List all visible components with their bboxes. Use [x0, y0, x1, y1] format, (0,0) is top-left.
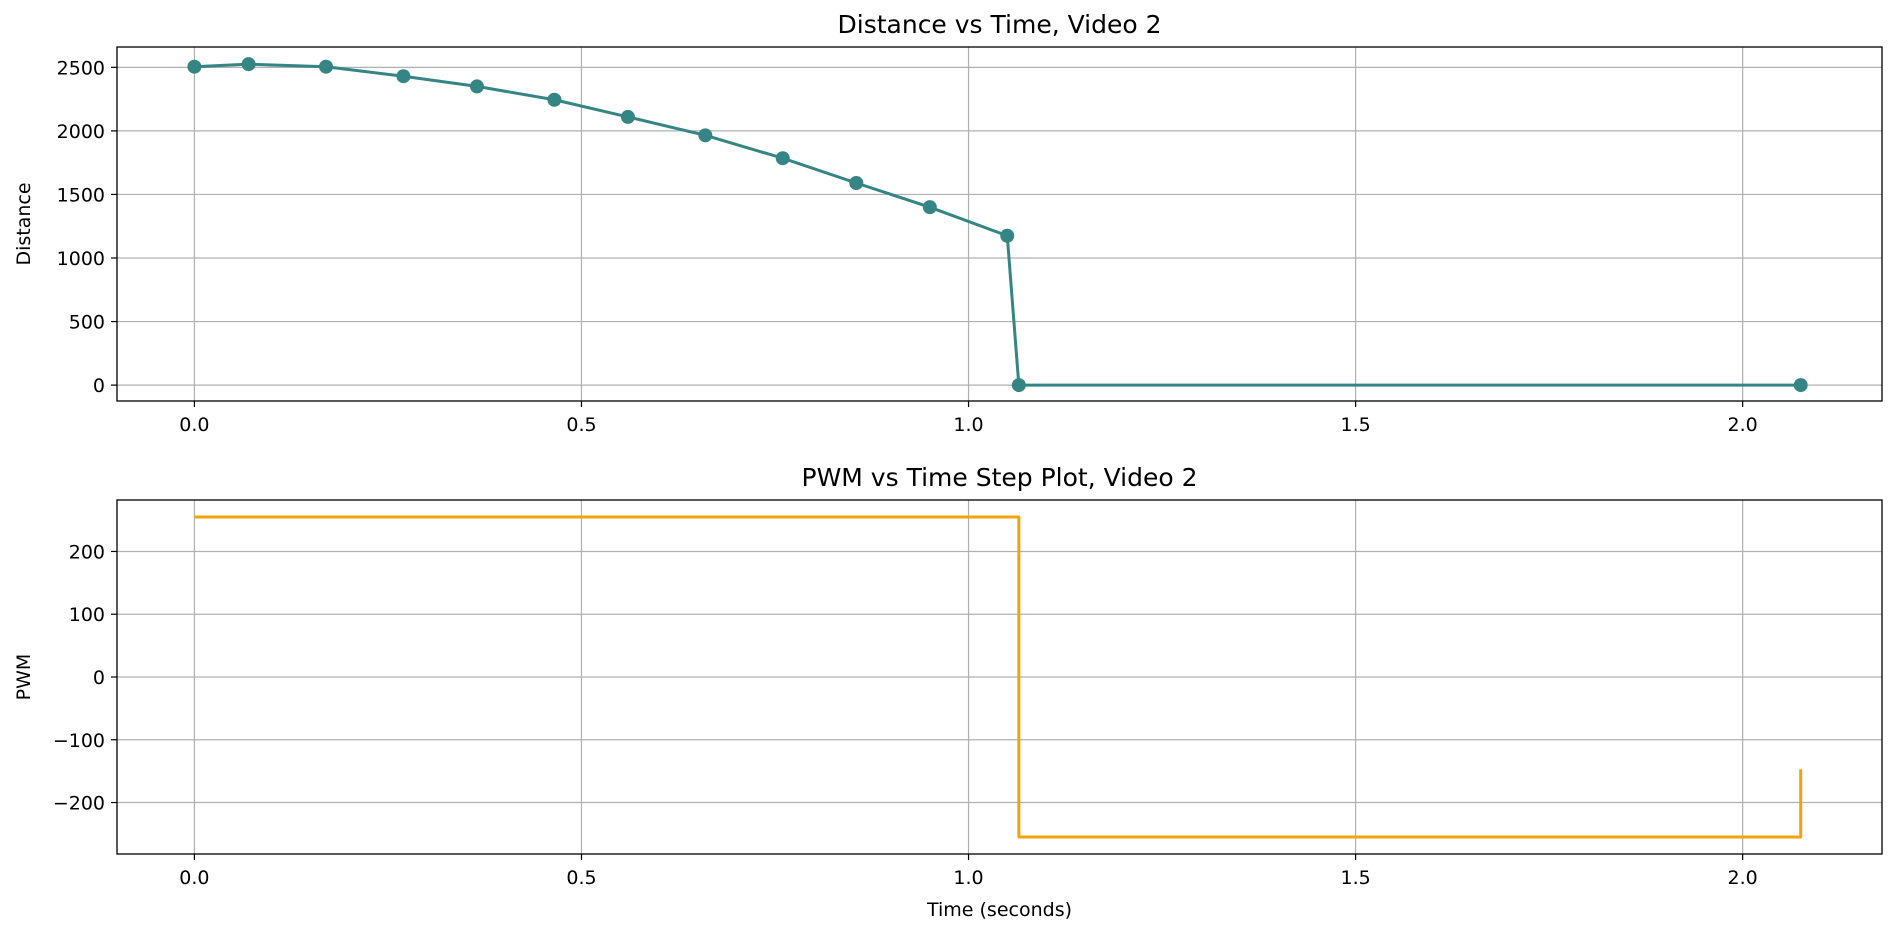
- pwm-series: [194, 515, 1803, 839]
- pwm-ytick-label: 0: [93, 667, 105, 689]
- distance-data-point: [620, 109, 635, 124]
- pwm-chart-frame: [116, 499, 1883, 855]
- distance-data-point: [1793, 378, 1808, 393]
- distance-ytick-label: 2500: [57, 57, 105, 79]
- distance-xtick-label: 0.0: [179, 414, 209, 436]
- distance-chart-ticks: 0.0 0.5 1.0 1.5 2.0 0 500 1000 1500 2000 2500: [57, 57, 1758, 436]
- distance-ytick-label: 1500: [57, 184, 105, 206]
- pwm-chart-title: PWM vs Time Step Plot, Video 2: [802, 463, 1198, 492]
- distance-series-line: [194, 62, 1801, 387]
- pwm-chart-ylabel: PWM: [13, 654, 35, 701]
- distance-data-point: [1011, 378, 1026, 393]
- distance-ytick-label: 500: [69, 312, 105, 334]
- distance-series: [187, 57, 1808, 393]
- pwm-ytick-label: −100: [53, 730, 105, 752]
- distance-ytick-label: 2000: [57, 121, 105, 143]
- distance-chart-ylabel: Distance: [13, 182, 35, 265]
- pwm-chart-ticks: 0.0 0.5 1.0 1.5 2.0 −200 −100 0 100 200: [53, 541, 1758, 889]
- pwm-chart-xlabel: Time (seconds): [926, 899, 1072, 921]
- distance-ytick-label: 0: [93, 375, 105, 397]
- distance-data-point: [396, 69, 411, 84]
- pwm-xtick-label: 0.5: [566, 867, 596, 889]
- distance-data-point: [547, 92, 562, 107]
- distance-ytick-label: 1000: [57, 248, 105, 270]
- distance-data-point: [698, 128, 713, 143]
- distance-chart: Distance vs Time, Video 2 Distance 0.0 0.…: [13, 10, 1883, 436]
- distance-data-point: [187, 59, 202, 74]
- pwm-ytick-label: −200: [53, 793, 105, 815]
- distance-xtick-label: 2.0: [1728, 414, 1758, 436]
- distance-data-point: [849, 176, 864, 191]
- pwm-chart: PWM vs Time Step Plot, Video 2 PWM Time …: [13, 463, 1883, 921]
- distance-data-point: [241, 57, 256, 72]
- distance-data-point: [922, 200, 937, 215]
- distance-data-point: [319, 59, 334, 74]
- pwm-xtick-label: 0.0: [179, 867, 209, 889]
- distance-data-point: [775, 151, 790, 166]
- pwm-xtick-label: 1.0: [953, 867, 983, 889]
- pwm-xtick-label: 1.5: [1340, 867, 1370, 889]
- distance-chart-title: Distance vs Time, Video 2: [838, 10, 1162, 39]
- distance-xtick-label: 1.0: [953, 414, 983, 436]
- distance-data-point: [1000, 228, 1015, 243]
- pwm-series-line: [194, 515, 1803, 839]
- pwm-chart-grid: [117, 500, 1882, 854]
- distance-data-point: [469, 79, 484, 94]
- pwm-xtick-label: 2.0: [1728, 867, 1758, 889]
- distance-xtick-label: 1.5: [1340, 414, 1370, 436]
- distance-xtick-label: 0.5: [566, 414, 596, 436]
- pwm-ytick-label: 100: [69, 604, 105, 626]
- pwm-ytick-label: 200: [69, 541, 105, 563]
- distance-chart-frame: [116, 46, 1883, 402]
